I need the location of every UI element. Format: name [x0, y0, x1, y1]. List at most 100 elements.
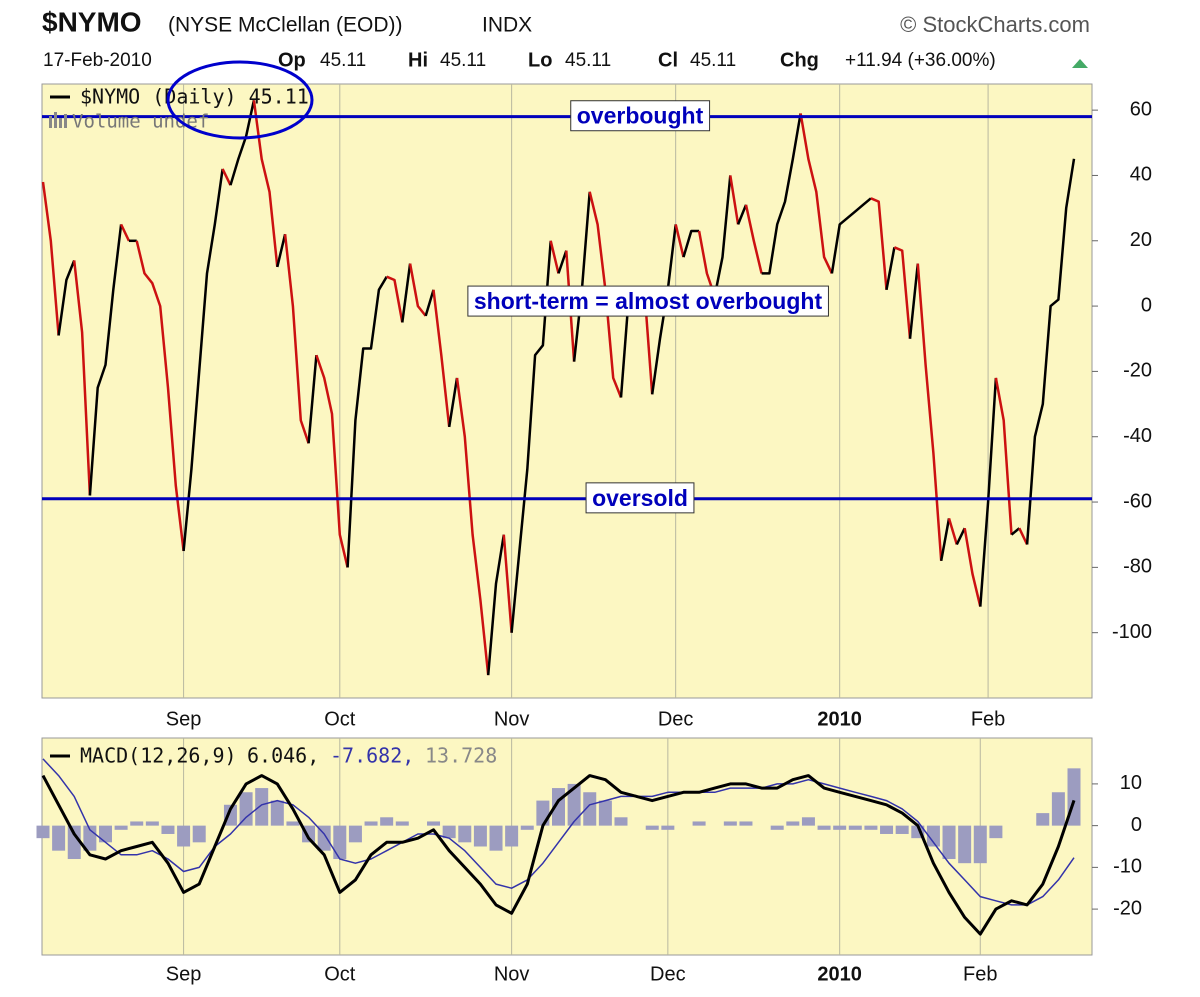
histogram-bar — [817, 825, 831, 830]
annotation: overbought — [570, 100, 711, 132]
histogram-bar — [505, 825, 519, 847]
histogram-bar — [364, 821, 378, 826]
price-line — [955, 527, 966, 546]
plot-layer: Sep Oct Nov Dec 2010 Feb 60 40 20 0 -20 -40 -60 -80 -1… — [36, 84, 1152, 985]
price-line — [830, 197, 872, 274]
price-line — [939, 518, 951, 562]
y-tick-label: -100 — [1112, 621, 1152, 643]
change-label: Chg — [780, 49, 819, 71]
histogram-bar — [161, 825, 175, 834]
histogram-bar — [333, 825, 347, 860]
histogram-bar — [645, 825, 659, 830]
histogram-bar — [36, 825, 50, 839]
annotation: oversold — [585, 482, 695, 514]
histogram-bar — [348, 825, 362, 843]
quote-label: Op — [278, 49, 306, 71]
histogram-bar — [473, 825, 487, 847]
price-line — [229, 100, 256, 186]
histogram-bar — [880, 825, 894, 834]
histogram-bar — [270, 800, 284, 826]
quote-label: Hi — [408, 49, 428, 71]
price-line — [557, 250, 568, 274]
price-line — [424, 289, 435, 317]
y-tick-label: 60 — [1130, 98, 1152, 120]
histogram-bar — [926, 825, 940, 847]
exchange: INDX — [482, 14, 532, 37]
x-tick-label: Sep — [166, 963, 202, 985]
price-line — [736, 204, 748, 225]
histogram-bar — [489, 825, 503, 851]
histogram-bar — [427, 821, 441, 826]
annotation-box — [570, 100, 711, 132]
annotation-label: overbought — [577, 103, 704, 129]
macd-line — [41, 774, 1076, 936]
quote-value: 45.11 — [690, 50, 736, 71]
histogram-bar — [692, 821, 706, 826]
price-line — [549, 240, 560, 274]
y-tick-label: 20 — [1130, 229, 1152, 251]
price-line — [761, 113, 802, 275]
price-line — [455, 377, 490, 676]
histogram-bar — [942, 825, 956, 860]
price-line — [729, 175, 740, 225]
histogram-bar — [567, 783, 581, 826]
histogram-bar — [145, 821, 159, 826]
histogram-bar — [458, 825, 472, 843]
x-tick-label: Dec — [658, 708, 694, 730]
quote-label: Lo — [528, 49, 552, 71]
y-tick-label: -20 — [1113, 897, 1142, 919]
quote-label: Cl — [658, 49, 678, 71]
legend-value: 13.728 — [425, 744, 497, 768]
histogram-bar — [1051, 792, 1065, 826]
price-line — [307, 354, 318, 444]
price-line — [947, 518, 958, 545]
histogram-bar — [380, 817, 394, 826]
y-tick-label: -20 — [1123, 360, 1152, 382]
y-tick-label: -80 — [1123, 556, 1152, 578]
histogram-bar — [536, 800, 550, 826]
price-line — [119, 223, 131, 242]
price-line — [916, 263, 943, 561]
histogram-bar — [739, 821, 753, 826]
quote-value: 45.11 — [320, 50, 366, 71]
histogram-bar — [52, 825, 66, 851]
price-line — [401, 263, 412, 323]
histogram-bar — [255, 788, 269, 826]
volume-legend: Volume undef — [72, 111, 209, 133]
y-tick-label: -40 — [1123, 425, 1152, 447]
y-tick-label: 0 — [1131, 814, 1142, 836]
histogram-bar — [67, 825, 81, 860]
price-line — [182, 168, 224, 552]
change-value: +11.94 (+36.00%) — [845, 50, 996, 71]
price-panel — [41, 83, 1093, 699]
histogram-bar — [989, 825, 1003, 839]
x-tick-label: Nov — [494, 708, 530, 730]
histogram-bar — [958, 825, 972, 864]
histogram-bar — [833, 825, 847, 830]
histogram-bar — [848, 825, 862, 830]
price-line — [276, 233, 287, 268]
price-line — [674, 224, 685, 258]
price-line — [893, 246, 912, 339]
price-line — [713, 175, 732, 297]
date: 17-Feb-2010 — [43, 50, 152, 71]
price-line — [486, 534, 506, 676]
annotation: short-term = almost overbought — [467, 285, 829, 317]
macd-panel — [41, 737, 1093, 956]
x-tick-label: Feb — [971, 708, 1005, 730]
histogram-bar — [973, 825, 987, 864]
up-arrow — [1072, 59, 1088, 68]
price-line — [252, 100, 279, 268]
legend-value: 6.046, — [247, 744, 319, 768]
histogram-bar — [598, 800, 612, 826]
x-tick-label: Feb — [963, 963, 997, 985]
price-line — [57, 259, 76, 336]
price-line — [408, 263, 427, 317]
price-line — [447, 377, 459, 428]
index-name: (NYSE McClellan (EOD)) — [168, 14, 403, 37]
price-line — [1025, 158, 1076, 545]
histogram-bar — [177, 825, 191, 847]
price-line — [386, 275, 404, 323]
x-tick-label: 2010 — [817, 963, 862, 985]
